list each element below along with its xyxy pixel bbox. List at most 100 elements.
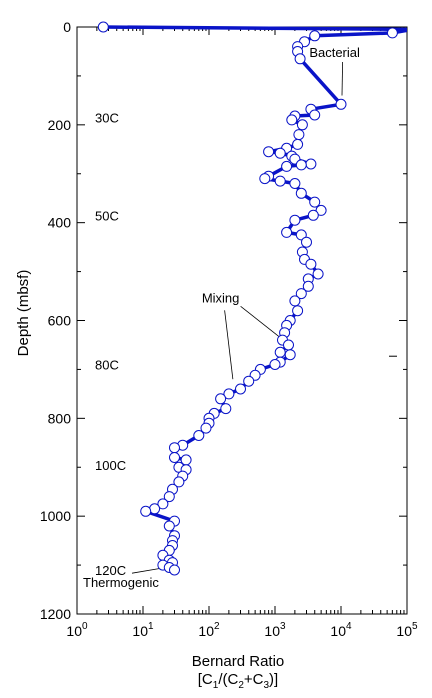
formula-subscript: 3: [263, 680, 269, 691]
tick-exponent: 1: [148, 621, 154, 632]
data-point: [263, 146, 275, 158]
data-point: [163, 520, 175, 532]
data-point: [307, 209, 319, 221]
formula-part: +C: [244, 671, 264, 688]
y-tick-label: 200: [48, 117, 72, 133]
data-point: [289, 295, 301, 307]
data-point: [274, 346, 286, 358]
data-point: [295, 229, 307, 241]
data-point: [295, 187, 307, 199]
data-point: [289, 214, 301, 226]
temperature-label: 30C: [95, 110, 119, 125]
data-point: [286, 114, 298, 126]
data-point: [305, 158, 317, 170]
data-point: [305, 258, 317, 270]
annotation-leader: [240, 305, 281, 338]
data-point: [220, 403, 232, 415]
tick-exponent: 2: [214, 621, 220, 632]
data-point: [169, 452, 180, 463]
data-point: [296, 119, 308, 131]
data-point: [259, 173, 271, 185]
tick-base: 10: [132, 623, 148, 639]
annotation-leader: [224, 310, 234, 380]
data-point: [292, 305, 304, 317]
data-point: [335, 98, 347, 110]
plot-frame: [76, 26, 408, 615]
formula-part: /(C: [218, 671, 238, 688]
data-point: [173, 476, 185, 488]
annotation-thermogenic: Thermogenic: [83, 575, 159, 590]
tick-base: 10: [66, 623, 82, 639]
tick-exponent: 3: [280, 621, 286, 632]
formula-subscript: 1: [213, 680, 219, 691]
y-tick-label: 1200: [40, 606, 71, 622]
data-point: [301, 236, 312, 248]
data-point: [386, 27, 398, 39]
data-point: [292, 138, 304, 150]
tick-exponent: 4: [346, 621, 352, 632]
data-point: [302, 280, 314, 292]
data-point: [309, 30, 321, 42]
data-point: [309, 196, 321, 208]
ticks-layer: [76, 26, 408, 615]
data-point: [235, 383, 246, 395]
data-point: [281, 226, 293, 238]
formula-subscript: 2: [238, 680, 244, 691]
annotations-layer: Bacterial Mixing Thermogenic: [83, 45, 360, 590]
y-tick-label: 800: [48, 410, 72, 426]
data-point: [169, 564, 180, 576]
data-point: [281, 160, 293, 172]
x-axis-formula: [C1/(C2+C3)]: [198, 671, 278, 691]
temperature-label: 120C: [95, 563, 126, 578]
data-point: [200, 422, 212, 434]
tick-exponent: 5: [412, 621, 418, 632]
formula-part: )]: [269, 671, 278, 688]
data-point: [157, 498, 169, 510]
data-point: [274, 147, 286, 159]
data-point: [193, 430, 205, 441]
formula-part: [C: [198, 671, 213, 688]
data-point: [223, 388, 235, 400]
data-point: [294, 53, 306, 65]
tick-base: 10: [330, 623, 346, 639]
data-point: [140, 505, 152, 517]
x-tick-label: 102: [198, 621, 220, 639]
tick-base: 10: [264, 623, 280, 639]
data-point: [243, 375, 255, 387]
tick-exponent: 0: [82, 621, 88, 632]
data-point: [289, 178, 301, 189]
tick-base: 10: [198, 623, 214, 639]
data-point: [269, 359, 281, 370]
annotation-leader: [341, 62, 344, 96]
y-tick-label: 400: [48, 215, 72, 231]
data-point: [163, 491, 175, 503]
data-point: [309, 109, 321, 121]
temperature-label: 50C: [95, 208, 119, 223]
data-point: [283, 339, 294, 351]
x-tick-label: 103: [264, 621, 286, 639]
temperature-labels: 30C 50C 80C 100C 120C: [95, 110, 126, 577]
data-point: [215, 393, 227, 405]
data-point: [274, 175, 286, 187]
x-tick-label: 100: [66, 621, 88, 639]
data-point: [169, 442, 180, 454]
annotation-mixing: Mixing: [202, 290, 240, 305]
x-tick-label: 105: [396, 621, 418, 639]
x-tick-label: 104: [330, 621, 352, 639]
data-point: [97, 21, 109, 33]
series-layer: [97, 21, 407, 576]
tick-base: 10: [396, 623, 412, 639]
y-tick-label: 1000: [40, 508, 71, 524]
temperature-label: 100C: [95, 458, 126, 473]
x-axis-title: Bernard Ratio: [192, 653, 285, 670]
data-point: [315, 204, 327, 216]
annotation-bacterial: Bacterial: [309, 45, 360, 60]
series-line: [103, 25, 407, 572]
temperature-label: 80C: [95, 358, 119, 373]
y-tick-label: 0: [63, 19, 71, 35]
data-point: [312, 268, 324, 280]
data-point: [295, 288, 307, 300]
data-point: [295, 159, 307, 171]
